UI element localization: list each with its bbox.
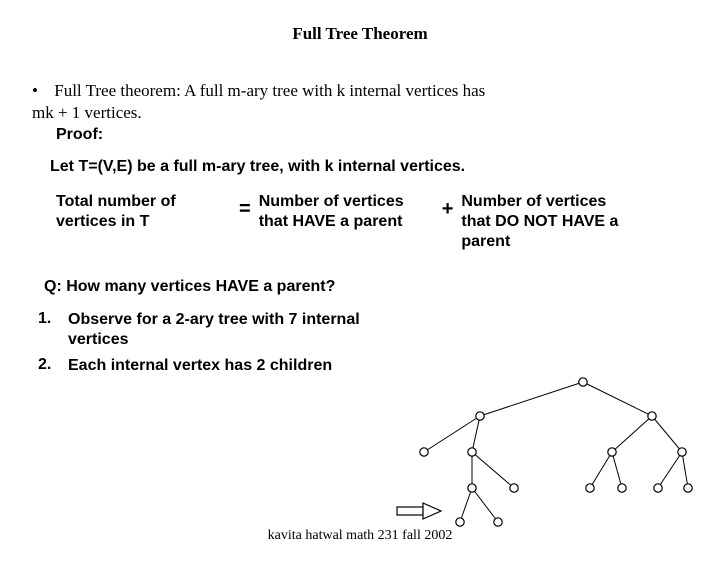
eq-equals: = (239, 192, 251, 221)
tree-node (654, 484, 662, 492)
tree-edge (682, 452, 688, 488)
tree-edge (658, 452, 682, 488)
tree-node (476, 412, 484, 420)
proof-label: Proof: (56, 126, 720, 144)
tree-edge (460, 488, 472, 522)
eq-lhs: Total number of vertices in T (56, 192, 231, 232)
tree-node (468, 448, 476, 456)
bullet: • (32, 80, 50, 102)
arrow-icon (395, 501, 445, 521)
footer-text: kavita hatwal math 231 fall 2002 (0, 528, 720, 544)
eq-plus: + (442, 192, 454, 221)
tree-node (420, 448, 428, 456)
tree-edge (424, 416, 480, 452)
tree-edge (652, 416, 682, 452)
page-title: Full Tree Theorem (0, 24, 720, 44)
tree-edge (583, 382, 652, 416)
list-item: 2. Each internal vertex has 2 children (38, 356, 398, 376)
item-text: Each internal vertex has 2 children (68, 356, 332, 376)
eq-mid: Number of vertices that HAVE a parent (259, 192, 434, 232)
tree-edge (480, 382, 583, 416)
tree-node (684, 484, 692, 492)
proof-body: Let T=(V,E) be a full m-ary tree, with k… (50, 158, 720, 176)
tree-node (494, 518, 502, 526)
tree-node (608, 448, 616, 456)
tree-edge (590, 452, 612, 488)
item-number: 1. (38, 310, 68, 350)
tree-edge (472, 416, 480, 452)
tree-edge (472, 452, 514, 488)
vertex-equation: Total number of vertices in T = Number o… (56, 192, 720, 252)
tree-node (468, 484, 476, 492)
tree-edge (612, 452, 622, 488)
tree-edge (472, 488, 498, 522)
question-text: Q: How many vertices HAVE a parent? (44, 278, 720, 296)
tree-diagram (400, 374, 700, 554)
item-text: Observe for a 2-ary tree with 7 internal… (68, 310, 398, 350)
theorem-statement: • Full Tree theorem: A full m-ary tree w… (32, 80, 688, 124)
tree-node (579, 378, 587, 386)
tree-node (456, 518, 464, 526)
tree-node (618, 484, 626, 492)
list-item: 1. Observe for a 2-ary tree with 7 inter… (38, 310, 398, 350)
tree-node (586, 484, 594, 492)
eq-rhs: Number of vertices that DO NOT HAVE a pa… (461, 192, 636, 252)
tree-edge (612, 416, 652, 452)
theorem-line1: Full Tree theorem: A full m-ary tree wit… (54, 81, 485, 100)
theorem-line2: mk + 1 vertices. (32, 103, 142, 122)
tree-node (510, 484, 518, 492)
tree-node (648, 412, 656, 420)
observation-list: 1. Observe for a 2-ary tree with 7 inter… (38, 310, 398, 376)
item-number: 2. (38, 356, 68, 376)
tree-node (678, 448, 686, 456)
